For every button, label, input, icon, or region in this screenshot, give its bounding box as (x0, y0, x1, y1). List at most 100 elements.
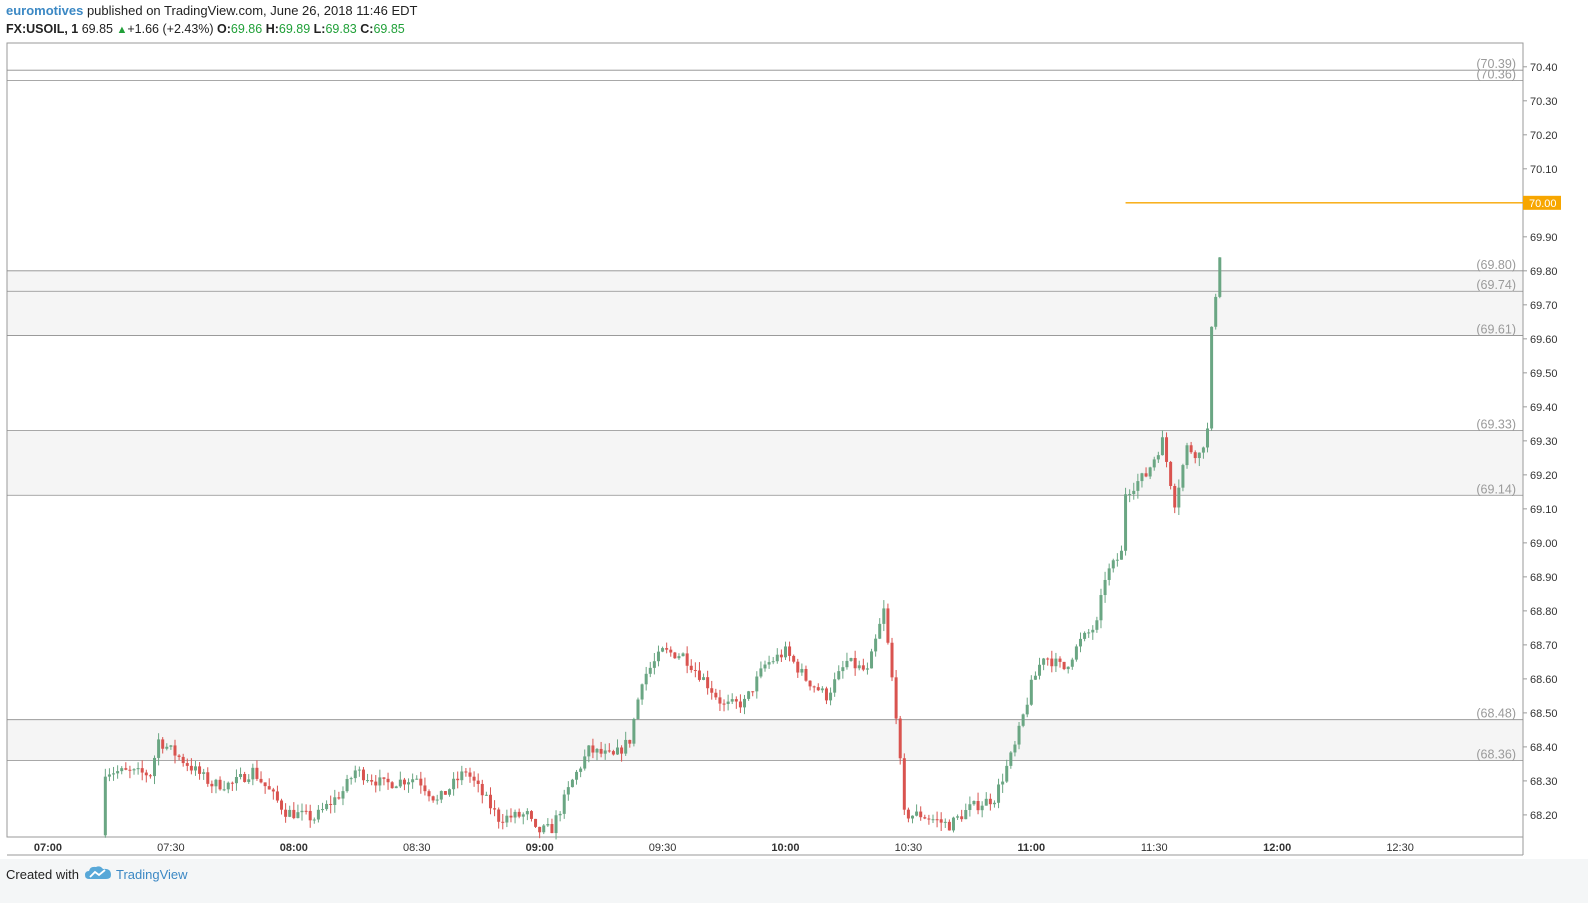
candle-down (788, 646, 792, 656)
price-chart[interactable]: (70.39)(70.36) (69.80) (69.74) (69.61) (69.3… (0, 0, 1588, 859)
candle-down (529, 811, 533, 819)
candle-up (1066, 666, 1070, 670)
candle-up (165, 746, 169, 749)
candle-down (185, 763, 189, 766)
candle-down (361, 769, 365, 781)
tradingview-brand[interactable]: TradingView (116, 867, 188, 882)
candle-down (501, 821, 505, 823)
candle-up (652, 661, 656, 668)
candle-down (816, 687, 820, 691)
candle-down (534, 818, 538, 827)
candle-down (374, 781, 378, 786)
x-tick-label: 12:30 (1386, 842, 1414, 854)
candle-down (443, 791, 447, 795)
candle-down (284, 809, 288, 817)
candle-up (1197, 452, 1201, 459)
candle-up (1132, 490, 1136, 495)
candle-down (140, 768, 144, 773)
candle-down (947, 821, 951, 831)
candle-up (829, 692, 833, 701)
candle-up (767, 662, 771, 665)
candle-down (493, 808, 497, 810)
y-tick-label: 69.10 (1530, 504, 1558, 516)
candle-down (1050, 658, 1054, 667)
candle-up (349, 778, 353, 780)
y-tick-label: 69.50 (1530, 368, 1558, 380)
candle-up (411, 779, 415, 783)
candle-down (263, 782, 267, 787)
candle-up (234, 776, 238, 784)
candle-down (1058, 658, 1062, 662)
candle-up (1128, 494, 1132, 496)
candle-up (525, 811, 529, 815)
candle-down (894, 677, 898, 719)
candle-down (386, 778, 390, 783)
candle-down (198, 766, 202, 774)
x-tick-label: 08:00 (280, 842, 308, 854)
candle-down (1165, 437, 1169, 462)
candle-up (648, 667, 652, 674)
candle-down (902, 758, 906, 810)
candle-down (988, 798, 992, 805)
candle-down (464, 771, 468, 773)
y-tick-label: 68.40 (1530, 742, 1558, 754)
candle-up (570, 779, 574, 788)
y-tick-label: 68.60 (1530, 674, 1558, 686)
candle-down (292, 809, 296, 819)
candle-down (476, 780, 480, 784)
y-tick-label: 69.70 (1530, 300, 1558, 312)
candle-up (1017, 725, 1021, 745)
candle-down (210, 783, 214, 787)
candle-up (980, 805, 984, 811)
candle-up (435, 799, 439, 801)
x-tick-label: 08:30 (403, 842, 431, 854)
candle-down (419, 778, 423, 786)
candle-up (296, 812, 300, 819)
candle-up (837, 671, 841, 680)
x-tick-label: 11:30 (1141, 842, 1168, 854)
candle-down (685, 653, 689, 666)
author-link[interactable]: euromotives (6, 3, 84, 18)
level-label: (68.36) (1476, 747, 1516, 761)
candle-down (390, 782, 394, 789)
candle-up (312, 819, 316, 821)
candle-up (103, 776, 107, 836)
candle-up (579, 768, 583, 772)
candle-down (1046, 658, 1050, 660)
candle-up (157, 739, 161, 758)
price-tag-70 (1523, 195, 1561, 210)
level-zone (7, 270, 1523, 292)
candle-down (337, 797, 341, 799)
candle-down (710, 688, 714, 693)
candle-down (1189, 445, 1193, 453)
close-value: 69.85 (373, 22, 405, 36)
candle-down (128, 769, 132, 771)
candle-up (1083, 632, 1087, 639)
candle-down (890, 642, 894, 678)
candle-down (853, 658, 857, 669)
candle-up (882, 608, 886, 624)
candle-down (591, 745, 595, 753)
candle-down (919, 811, 923, 818)
candle-up (992, 802, 996, 805)
candle-down (599, 748, 603, 754)
candle-up (546, 824, 550, 826)
candle-down (517, 811, 521, 817)
candle-up (857, 665, 861, 669)
candle-down (886, 608, 890, 643)
level-zone (7, 291, 1523, 336)
candle-up (771, 661, 775, 663)
level-label: (68.48) (1476, 707, 1516, 721)
symbol-label: FX:USOIL, 1 (6, 22, 79, 36)
candle-down (689, 665, 693, 671)
candle-up (915, 811, 919, 816)
candle-down (304, 810, 308, 812)
candle-up (911, 815, 915, 819)
candle-up (1177, 487, 1181, 508)
candle-up (407, 782, 411, 785)
x-tick-label: 07:30 (157, 842, 185, 854)
candle-up (583, 756, 587, 769)
candle-down (939, 819, 943, 823)
candle-up (1152, 459, 1156, 468)
candle-up (759, 668, 763, 677)
